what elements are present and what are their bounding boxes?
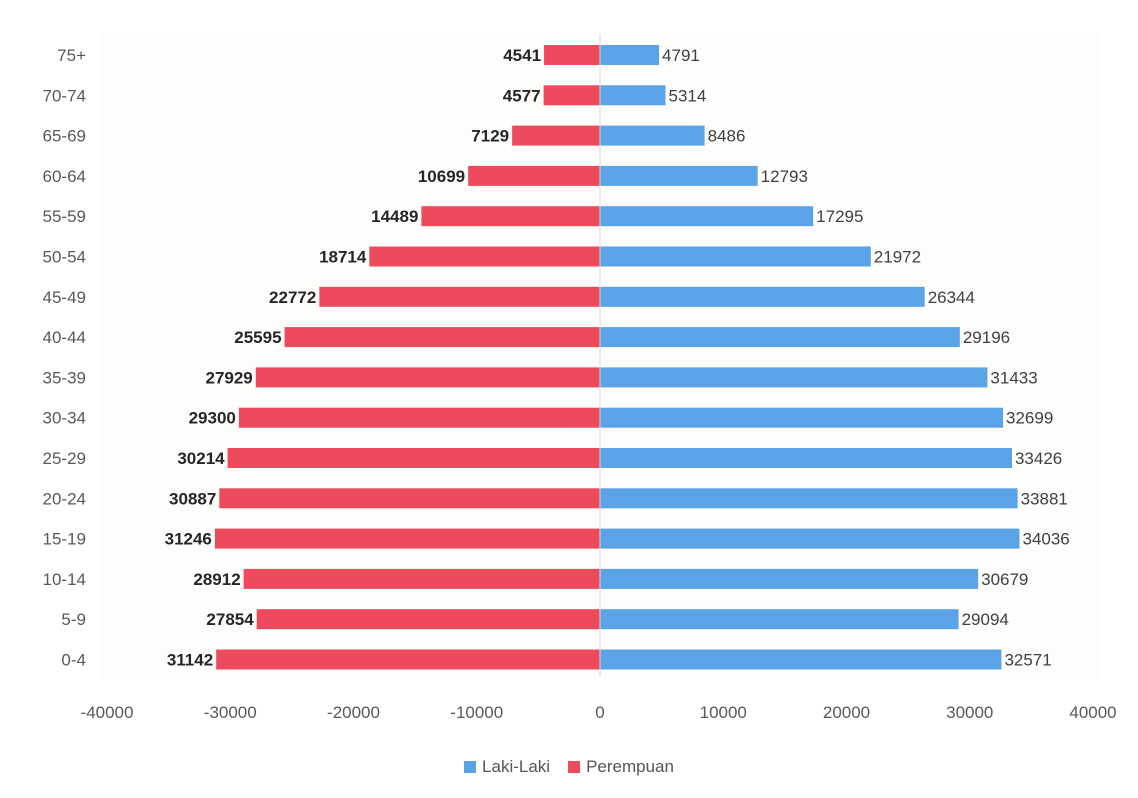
category-label: 30-34	[43, 409, 86, 428]
category-label: 5-9	[61, 610, 86, 629]
category-label: 15-19	[43, 530, 86, 549]
category-label: 45-49	[43, 288, 86, 307]
data-label-perempuan: 30214	[177, 449, 225, 468]
x-tick-label: 0	[595, 703, 604, 722]
data-label-perempuan: 7129	[471, 127, 509, 146]
bar-laki-laki	[600, 246, 871, 267]
bar-perempuan	[255, 367, 600, 388]
category-label: 60-64	[43, 167, 86, 186]
data-label-laki-laki: 30679	[981, 570, 1028, 589]
category-label: 50-54	[43, 248, 86, 267]
legend-label-perempuan: Perempuan	[586, 757, 674, 776]
bar-laki-laki	[600, 286, 925, 307]
category-label: 40-44	[43, 328, 86, 347]
bar-laki-laki	[600, 165, 758, 186]
bar-laki-laki	[600, 568, 979, 589]
legend-item-perempuan: Perempuan	[568, 757, 674, 777]
bar-laki-laki	[600, 206, 814, 227]
x-tick-label: -30000	[204, 703, 257, 722]
data-label-laki-laki: 26344	[928, 288, 975, 307]
data-label-perempuan: 28912	[193, 570, 240, 589]
bar-perempuan	[284, 327, 600, 348]
bar-laki-laki	[600, 609, 959, 630]
category-label: 35-39	[43, 368, 86, 387]
category-label: 0-4	[61, 651, 86, 670]
x-tick-label: 10000	[700, 703, 747, 722]
data-label-laki-laki: 33881	[1021, 489, 1068, 508]
x-tick-label: 20000	[823, 703, 870, 722]
data-label-laki-laki: 34036	[1022, 530, 1069, 549]
category-label: 65-69	[43, 127, 86, 146]
data-label-laki-laki: 21972	[874, 248, 921, 267]
category-label: 20-24	[43, 489, 86, 508]
bar-perempuan	[238, 407, 600, 428]
x-tick-label: 40000	[1069, 703, 1116, 722]
bar-perempuan	[421, 206, 600, 227]
bar-laki-laki	[600, 649, 1002, 670]
data-label-perempuan: 31142	[167, 651, 213, 670]
data-label-laki-laki: 8486	[708, 127, 746, 146]
data-label-laki-laki: 4791	[662, 46, 700, 65]
x-tick-label: -10000	[450, 703, 503, 722]
bar-perempuan	[512, 125, 600, 146]
data-label-perempuan: 27854	[206, 610, 254, 629]
x-tick-label: -40000	[81, 703, 134, 722]
chart-legend: Laki-Laki Perempuan	[0, 752, 1138, 782]
bar-laki-laki	[600, 407, 1004, 428]
bar-laki-laki	[600, 45, 660, 65]
data-label-laki-laki: 29094	[962, 610, 1009, 629]
data-label-laki-laki: 29196	[963, 328, 1010, 347]
data-label-laki-laki: 33426	[1015, 449, 1062, 468]
data-label-laki-laki: 5314	[668, 86, 706, 105]
bar-perempuan	[543, 85, 600, 106]
data-label-perempuan: 18714	[319, 248, 367, 267]
bar-laki-laki	[600, 448, 1012, 468]
bar-laki-laki	[600, 327, 960, 348]
category-label: 25-29	[43, 449, 86, 468]
bar-laki-laki	[600, 125, 705, 146]
data-label-perempuan: 4577	[503, 86, 541, 105]
data-label-perempuan: 27929	[205, 368, 252, 387]
data-label-perempuan: 10699	[418, 167, 465, 186]
bar-laki-laki	[600, 367, 988, 388]
category-label: 75+	[57, 46, 86, 65]
bar-perempuan	[227, 448, 600, 468]
data-label-perempuan: 22772	[269, 288, 316, 307]
data-label-laki-laki: 31433	[990, 368, 1037, 387]
data-label-perempuan: 25595	[234, 328, 281, 347]
x-tick-label: -20000	[327, 703, 380, 722]
legend-swatch-laki-laki	[464, 761, 477, 773]
legend-swatch-perempuan	[568, 761, 581, 773]
bar-perempuan	[319, 286, 600, 307]
bar-perempuan	[256, 609, 600, 630]
data-label-perempuan: 14489	[371, 207, 418, 226]
bar-laki-laki	[600, 528, 1020, 549]
bar-laki-laki	[600, 488, 1018, 509]
bar-perempuan	[369, 246, 600, 267]
data-label-laki-laki: 32699	[1006, 409, 1053, 428]
data-label-laki-laki: 17295	[816, 207, 863, 226]
data-label-perempuan: 30887	[169, 489, 216, 508]
bar-perempuan	[544, 45, 600, 65]
bar-perempuan	[468, 165, 600, 186]
bar-perempuan	[219, 488, 600, 509]
data-label-perempuan: 31246	[165, 530, 212, 549]
legend-label-laki-laki: Laki-Laki	[482, 757, 551, 776]
data-label-perempuan: 29300	[189, 409, 236, 428]
bar-perempuan	[243, 568, 600, 589]
x-tick-label: 30000	[946, 703, 993, 722]
data-label-laki-laki: 12793	[761, 167, 808, 186]
data-label-laki-laki: 32571	[1004, 651, 1051, 670]
data-label-perempuan: 4541	[503, 46, 541, 65]
bar-perempuan	[214, 528, 600, 549]
legend-item-laki-laki: Laki-Laki	[464, 757, 550, 777]
category-label: 55-59	[43, 207, 86, 226]
bar-laki-laki	[600, 85, 666, 106]
category-label: 70-74	[43, 86, 86, 105]
category-label: 10-14	[43, 570, 86, 589]
bar-perempuan	[216, 649, 600, 670]
